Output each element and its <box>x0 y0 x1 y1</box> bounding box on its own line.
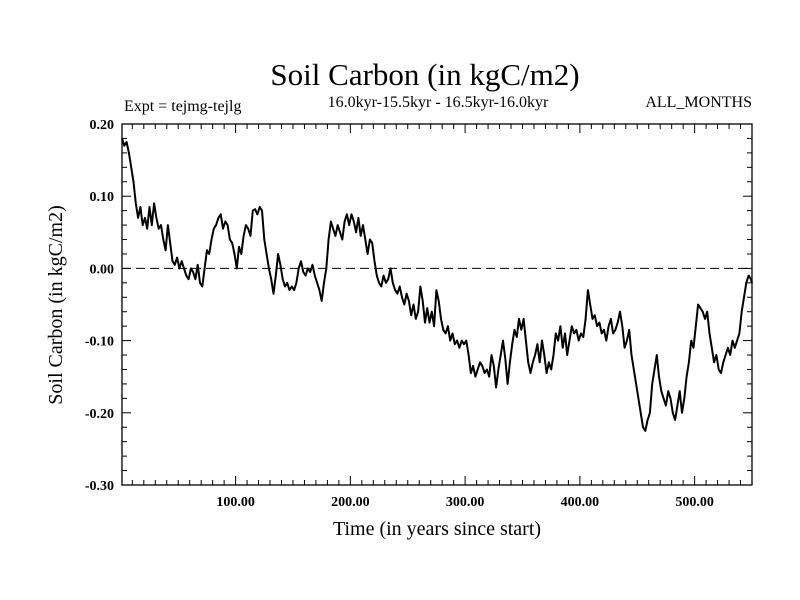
months-label: ALL_MONTHS <box>645 94 752 111</box>
x-tick-label: 100.00 <box>216 495 255 510</box>
experiment-label: Expt = tejmg-tejlg <box>124 98 241 115</box>
x-tick-label: 500.00 <box>675 495 714 510</box>
x-tick-label: 300.00 <box>446 495 485 510</box>
series-group <box>121 138 753 432</box>
x-axis-label: Time (in years since start) <box>333 518 541 540</box>
series-line-soil-carbon <box>121 138 753 432</box>
plot-frame <box>121 123 753 486</box>
y-axis-label: Soil Carbon (in kgC/m2) <box>45 205 67 404</box>
y-tick-label: 0.10 <box>90 190 115 205</box>
y-tick-label: -0.30 <box>85 479 114 494</box>
x-tick-label: 200.00 <box>331 495 370 510</box>
y-tick-label: -0.20 <box>85 407 114 422</box>
chart-subtitle: 16.0kyr-15.5kyr - 16.5kyr-16.0kyr <box>328 94 549 111</box>
plot-frame-group <box>121 123 753 486</box>
y-tick-label: 0.00 <box>90 262 115 277</box>
y-tick-label: -0.10 <box>85 335 114 350</box>
y-tick-label: 0.20 <box>90 118 115 133</box>
chart-title: Soil Carbon (in kgC/m2) <box>270 57 579 92</box>
x-tick-label: 400.00 <box>561 495 600 510</box>
